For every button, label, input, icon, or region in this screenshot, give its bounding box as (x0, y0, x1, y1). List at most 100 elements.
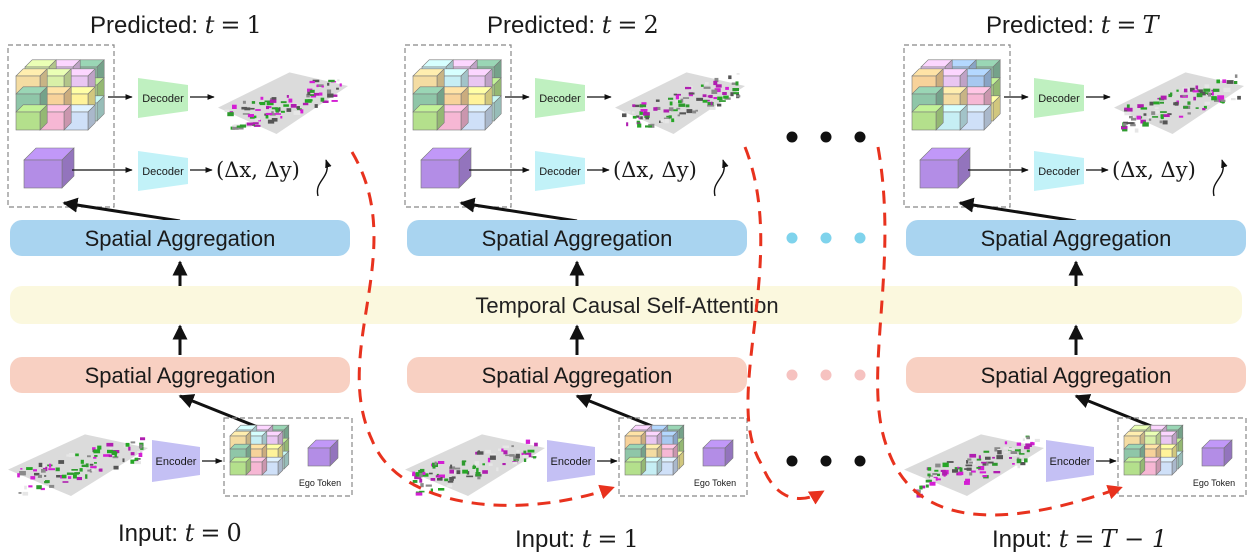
ego-displacement-text: (Δx, Δy) (216, 158, 300, 182)
input-ego-token (702, 439, 734, 467)
encoder-label: Encoder (551, 456, 592, 468)
ellipsis-spatial-top (786, 232, 866, 244)
input-occupancy-scene (904, 434, 1044, 498)
decoder-block (535, 78, 585, 118)
spatial-aggregation-top (407, 220, 747, 256)
ego-token-label: Ego Token (694, 478, 736, 488)
temporal-attention-block: Temporal Causal Self-Attention (10, 286, 1242, 324)
column-step-1: Predicted: t = 2 Decoder Decoder (Δx, Δy) Spat… (404, 11, 748, 553)
column-step-0: Predicted: t = 1 Decoder Decoder (Δx, Δy) Spat… (7, 11, 353, 547)
output-token-grid (911, 59, 1001, 131)
ego-decoder-label: Decoder (539, 166, 581, 178)
token-cube (959, 104, 992, 131)
ellipsis-bottom (786, 455, 866, 467)
spatial-aggregation-bottom-label: Spatial Aggregation (981, 363, 1172, 388)
spatial-aggregation-bottom-label: Spatial Aggregation (482, 363, 673, 388)
trajectory-curve-icon (713, 159, 729, 197)
ego-decoder-block (138, 151, 188, 191)
output-token-grid (412, 59, 502, 131)
trajectory-curve-icon (1212, 159, 1228, 197)
ego-displacement-text: (Δx, Δy) (613, 158, 697, 182)
trajectory-curve-icon (316, 159, 332, 197)
input-occupancy-scene (8, 434, 148, 496)
input-label: Input: t = 0 (118, 519, 242, 547)
ego-decoder-label: Decoder (142, 166, 184, 178)
token-cube (229, 456, 252, 476)
spatial-aggregation-bottom (906, 357, 1246, 393)
output-token-box (404, 44, 512, 208)
input-token-box (223, 417, 353, 497)
output-token-box (903, 44, 1011, 208)
ego-decoder-block (535, 151, 585, 191)
output-token-box (7, 44, 115, 208)
temporal-attention-bar (10, 286, 1242, 324)
token-cube (245, 456, 268, 476)
autoregressive-arrow-3 (876, 146, 1123, 517)
aggregation-to-tokens-arrow (958, 197, 1077, 223)
input-token-grid (1123, 424, 1184, 476)
output-token-grid (15, 59, 105, 131)
input-ego-token (307, 439, 339, 467)
predicted-title: Predicted: t = 1 (90, 11, 262, 39)
token-cube (911, 104, 944, 131)
token-cube (63, 104, 96, 131)
encoder-label: Encoder (156, 456, 197, 468)
output-ego-token (23, 147, 75, 189)
decoder-label: Decoder (539, 93, 581, 105)
encoder-block (1046, 440, 1094, 482)
ego-token-label: Ego Token (299, 478, 341, 488)
spatial-aggregation-bottom (10, 357, 350, 393)
ellipsis-top (786, 131, 866, 143)
token-cube (640, 456, 663, 476)
spatial-aggregation-top (10, 220, 350, 256)
input-token-grid (229, 424, 290, 476)
column-step-2: Predicted: t = T Decoder Decoder (Δx, Δy) Spat… (903, 11, 1247, 553)
decoder-block (138, 78, 188, 118)
predicted-title: Predicted: t = T (986, 11, 1161, 39)
decoder-block (1034, 78, 1084, 118)
predicted-occupancy-scene (218, 72, 348, 134)
spatial-aggregation-top-label: Spatial Aggregation (482, 226, 673, 251)
input-occupancy-scene (405, 434, 545, 496)
temporal-attention-label: Temporal Causal Self-Attention (475, 293, 778, 318)
decoder-label: Decoder (142, 93, 184, 105)
input-title: Input: t = 1 (515, 525, 639, 553)
aggregation-to-tokens-arrow (459, 197, 578, 223)
predicted-label: Predicted: t = 2 (487, 11, 659, 39)
encoder-block (152, 440, 200, 482)
token-cube (935, 68, 968, 95)
output-ego-token (420, 147, 472, 189)
predicted-occupancy-scene (1114, 72, 1244, 134)
input-title: Input: t = 0 (118, 519, 242, 547)
input-token-box (618, 417, 748, 497)
predicted-label: Predicted: t = T (986, 11, 1161, 39)
token-cube (1123, 456, 1146, 476)
predicted-label: Predicted: t = 1 (90, 11, 262, 39)
ego-decoder-block (1034, 151, 1084, 191)
spatial-aggregation-top (906, 220, 1246, 256)
spatial-aggregation-bottom (407, 357, 747, 393)
input-token-grid (624, 424, 685, 476)
input-ego-token (1201, 439, 1233, 467)
input-token-box (1117, 417, 1247, 497)
decoder-label: Decoder (1038, 93, 1080, 105)
aggregation-to-tokens-arrow (62, 197, 181, 223)
autoregressive-arrow-1 (350, 151, 615, 507)
spatial-aggregation-bottom-label: Spatial Aggregation (85, 363, 276, 388)
spatial-aggregation-top-label: Spatial Aggregation (981, 226, 1172, 251)
ellipsis-spatial-bottom (786, 369, 866, 381)
input-label: Input: t = 1 (515, 525, 639, 553)
encoder-block (547, 440, 595, 482)
input-label: Input: t = T − 1 (992, 525, 1167, 553)
ego-token-label: Ego Token (1193, 478, 1235, 488)
token-cube (624, 456, 647, 476)
spatial-aggregation-top-label: Spatial Aggregation (85, 226, 276, 251)
ego-decoder-label: Decoder (1038, 166, 1080, 178)
ego-displacement-text: (Δx, Δy) (1112, 158, 1196, 182)
predicted-title: Predicted: t = 2 (487, 11, 659, 39)
predicted-occupancy-scene (615, 72, 745, 134)
token-cube (412, 104, 445, 131)
encoder-label: Encoder (1050, 456, 1091, 468)
token-cube (15, 104, 48, 131)
